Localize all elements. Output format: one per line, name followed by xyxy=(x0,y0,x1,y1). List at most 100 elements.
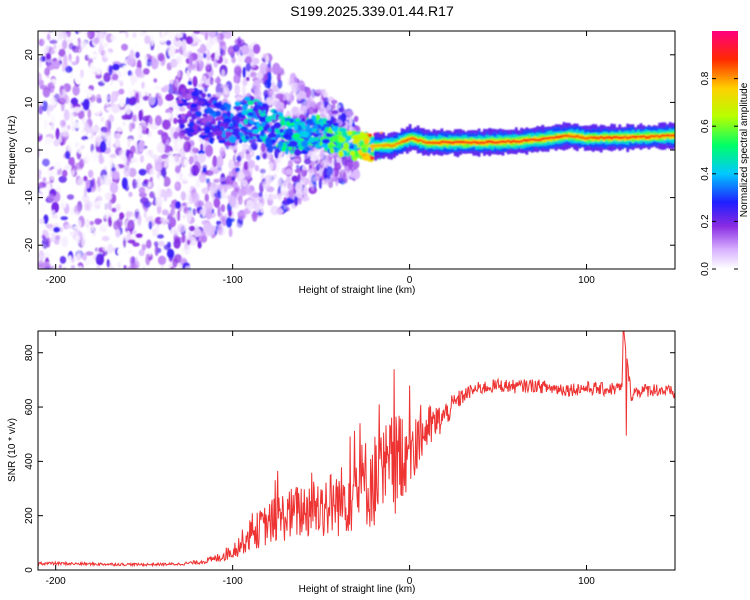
spectrogram-cell xyxy=(132,32,137,38)
spectrogram-cell xyxy=(164,192,168,201)
spectrogram-cell xyxy=(642,135,646,138)
spectrogram-cell xyxy=(233,74,238,84)
spectrogram-cell xyxy=(167,31,176,39)
spectrogram-cell xyxy=(231,176,236,182)
spectrogram-cell xyxy=(135,207,141,212)
spectrogram-cell xyxy=(382,144,385,148)
spectrogram-cell xyxy=(400,140,404,143)
spectrogram-cell xyxy=(158,240,165,247)
spectrogram-cell xyxy=(188,156,194,165)
spectrogram-cell xyxy=(274,127,280,134)
spectrogram-cell xyxy=(248,119,254,124)
spectrogram-cell xyxy=(241,85,246,95)
spectrogram-cell xyxy=(302,166,307,171)
spectrogram-cell xyxy=(245,153,252,161)
spectrogram-cell xyxy=(295,182,303,193)
spectrogram-cell xyxy=(145,266,154,269)
spectrogram-cell xyxy=(315,163,321,171)
spectrogram-cell xyxy=(146,59,153,67)
spectrogram-cell xyxy=(156,142,166,153)
spectrogram-cell xyxy=(61,236,69,248)
spectrogram-cell xyxy=(76,219,82,231)
spectrogram-cell xyxy=(170,266,174,269)
spectrogram-cell xyxy=(97,186,102,193)
colorbar: 0.0 0.2 0.4 0.6 0.8 Normalized spectral ampl… xyxy=(700,31,750,276)
spectrogram-cell xyxy=(252,192,259,198)
spectrogram-cell xyxy=(271,81,275,94)
spectrogram-cell xyxy=(61,169,68,178)
spectrogram-cell xyxy=(514,140,518,143)
spectrogram-cell xyxy=(197,48,202,54)
spectrogram-cell xyxy=(130,263,138,269)
spectrogram-cell xyxy=(610,136,614,140)
spectrogram-cell xyxy=(95,73,102,80)
spectrogram-cell xyxy=(256,138,264,143)
spectrogram-cell xyxy=(277,116,284,120)
spectrogram-cell xyxy=(312,124,319,129)
spectrogram-cell xyxy=(132,114,137,122)
spectrogram-cell xyxy=(182,183,191,193)
spectrogram-cell xyxy=(81,117,86,124)
spectrogram-cell xyxy=(181,202,187,207)
spectrogram-cell xyxy=(182,102,190,106)
spectrogram-cell xyxy=(160,217,165,222)
spectrogram-cell xyxy=(153,78,158,83)
spectrogram-cell xyxy=(265,115,273,123)
spectrogram-cell xyxy=(301,140,308,148)
spectrogram-cell xyxy=(435,141,438,144)
snr-ytick-label: 800 xyxy=(24,344,35,361)
spectrogram-cell xyxy=(191,91,199,97)
spectrogram-cell xyxy=(536,139,539,142)
colorbar-label: Normalized spectral amplitude xyxy=(739,82,750,217)
snr-ytick-label: 600 xyxy=(24,398,35,415)
spectrogram-cell xyxy=(107,243,114,254)
spectrogram-cell xyxy=(278,193,282,202)
spectrogram-cell xyxy=(392,144,396,147)
spectrogram-cell xyxy=(57,56,62,62)
spectrogram-cell xyxy=(265,104,269,113)
spectrogram-cell xyxy=(422,140,425,143)
spectrogram-cell xyxy=(241,135,246,142)
spectrogram-cell xyxy=(267,88,273,97)
spectrogram-cell xyxy=(192,76,198,88)
spectrogram-cell xyxy=(76,177,86,186)
spectrogram-cell xyxy=(245,199,254,211)
spectrogram-cell xyxy=(77,110,85,120)
spectrogram-cell xyxy=(66,194,75,200)
spectrogram-cell xyxy=(87,270,96,275)
spectrogram-cell xyxy=(143,85,149,92)
spectrogram-cell xyxy=(629,136,632,139)
spectrogram-cell xyxy=(41,31,49,35)
spectrogram-cell xyxy=(216,32,221,43)
spectrogram-cell xyxy=(314,136,319,142)
spectrogram-cell xyxy=(335,104,341,110)
spectrogram-cell xyxy=(156,44,160,54)
spectrogram-cell xyxy=(631,135,635,138)
spectrogram-cell xyxy=(549,136,553,139)
spectrogram-cell xyxy=(59,255,67,264)
spectrogram-cell xyxy=(201,92,207,98)
spectrogram-cell xyxy=(288,183,294,191)
spectrogram-cell xyxy=(95,94,102,104)
spectrogram-cell xyxy=(250,133,259,137)
spectrogram-cell xyxy=(480,141,484,144)
spectrogram-cell xyxy=(201,117,208,124)
spectrogram-cell xyxy=(362,155,371,161)
spectrogram-cell xyxy=(215,50,220,61)
spectrogram-cell xyxy=(188,7,196,13)
spectrogram-cell xyxy=(64,224,73,229)
spectrogram-cell xyxy=(289,91,294,103)
spectrogram-cell xyxy=(41,100,48,112)
chart-title: S199.2025.339.01.44.R17 xyxy=(290,3,454,19)
spectrogram-cell xyxy=(178,31,185,35)
spectrogram-cell xyxy=(186,239,191,246)
spectrogram-cell xyxy=(276,207,283,215)
spectrogram-cell xyxy=(241,110,246,115)
spectrogram-cell xyxy=(178,63,182,71)
spectrogram-cell xyxy=(150,34,154,46)
spectrogram-cell xyxy=(87,31,95,40)
spectrogram-cell xyxy=(228,170,235,177)
spectrogram-cell xyxy=(124,130,132,136)
spectrogram-cell xyxy=(94,103,102,115)
spectrogram-cell xyxy=(637,135,640,140)
